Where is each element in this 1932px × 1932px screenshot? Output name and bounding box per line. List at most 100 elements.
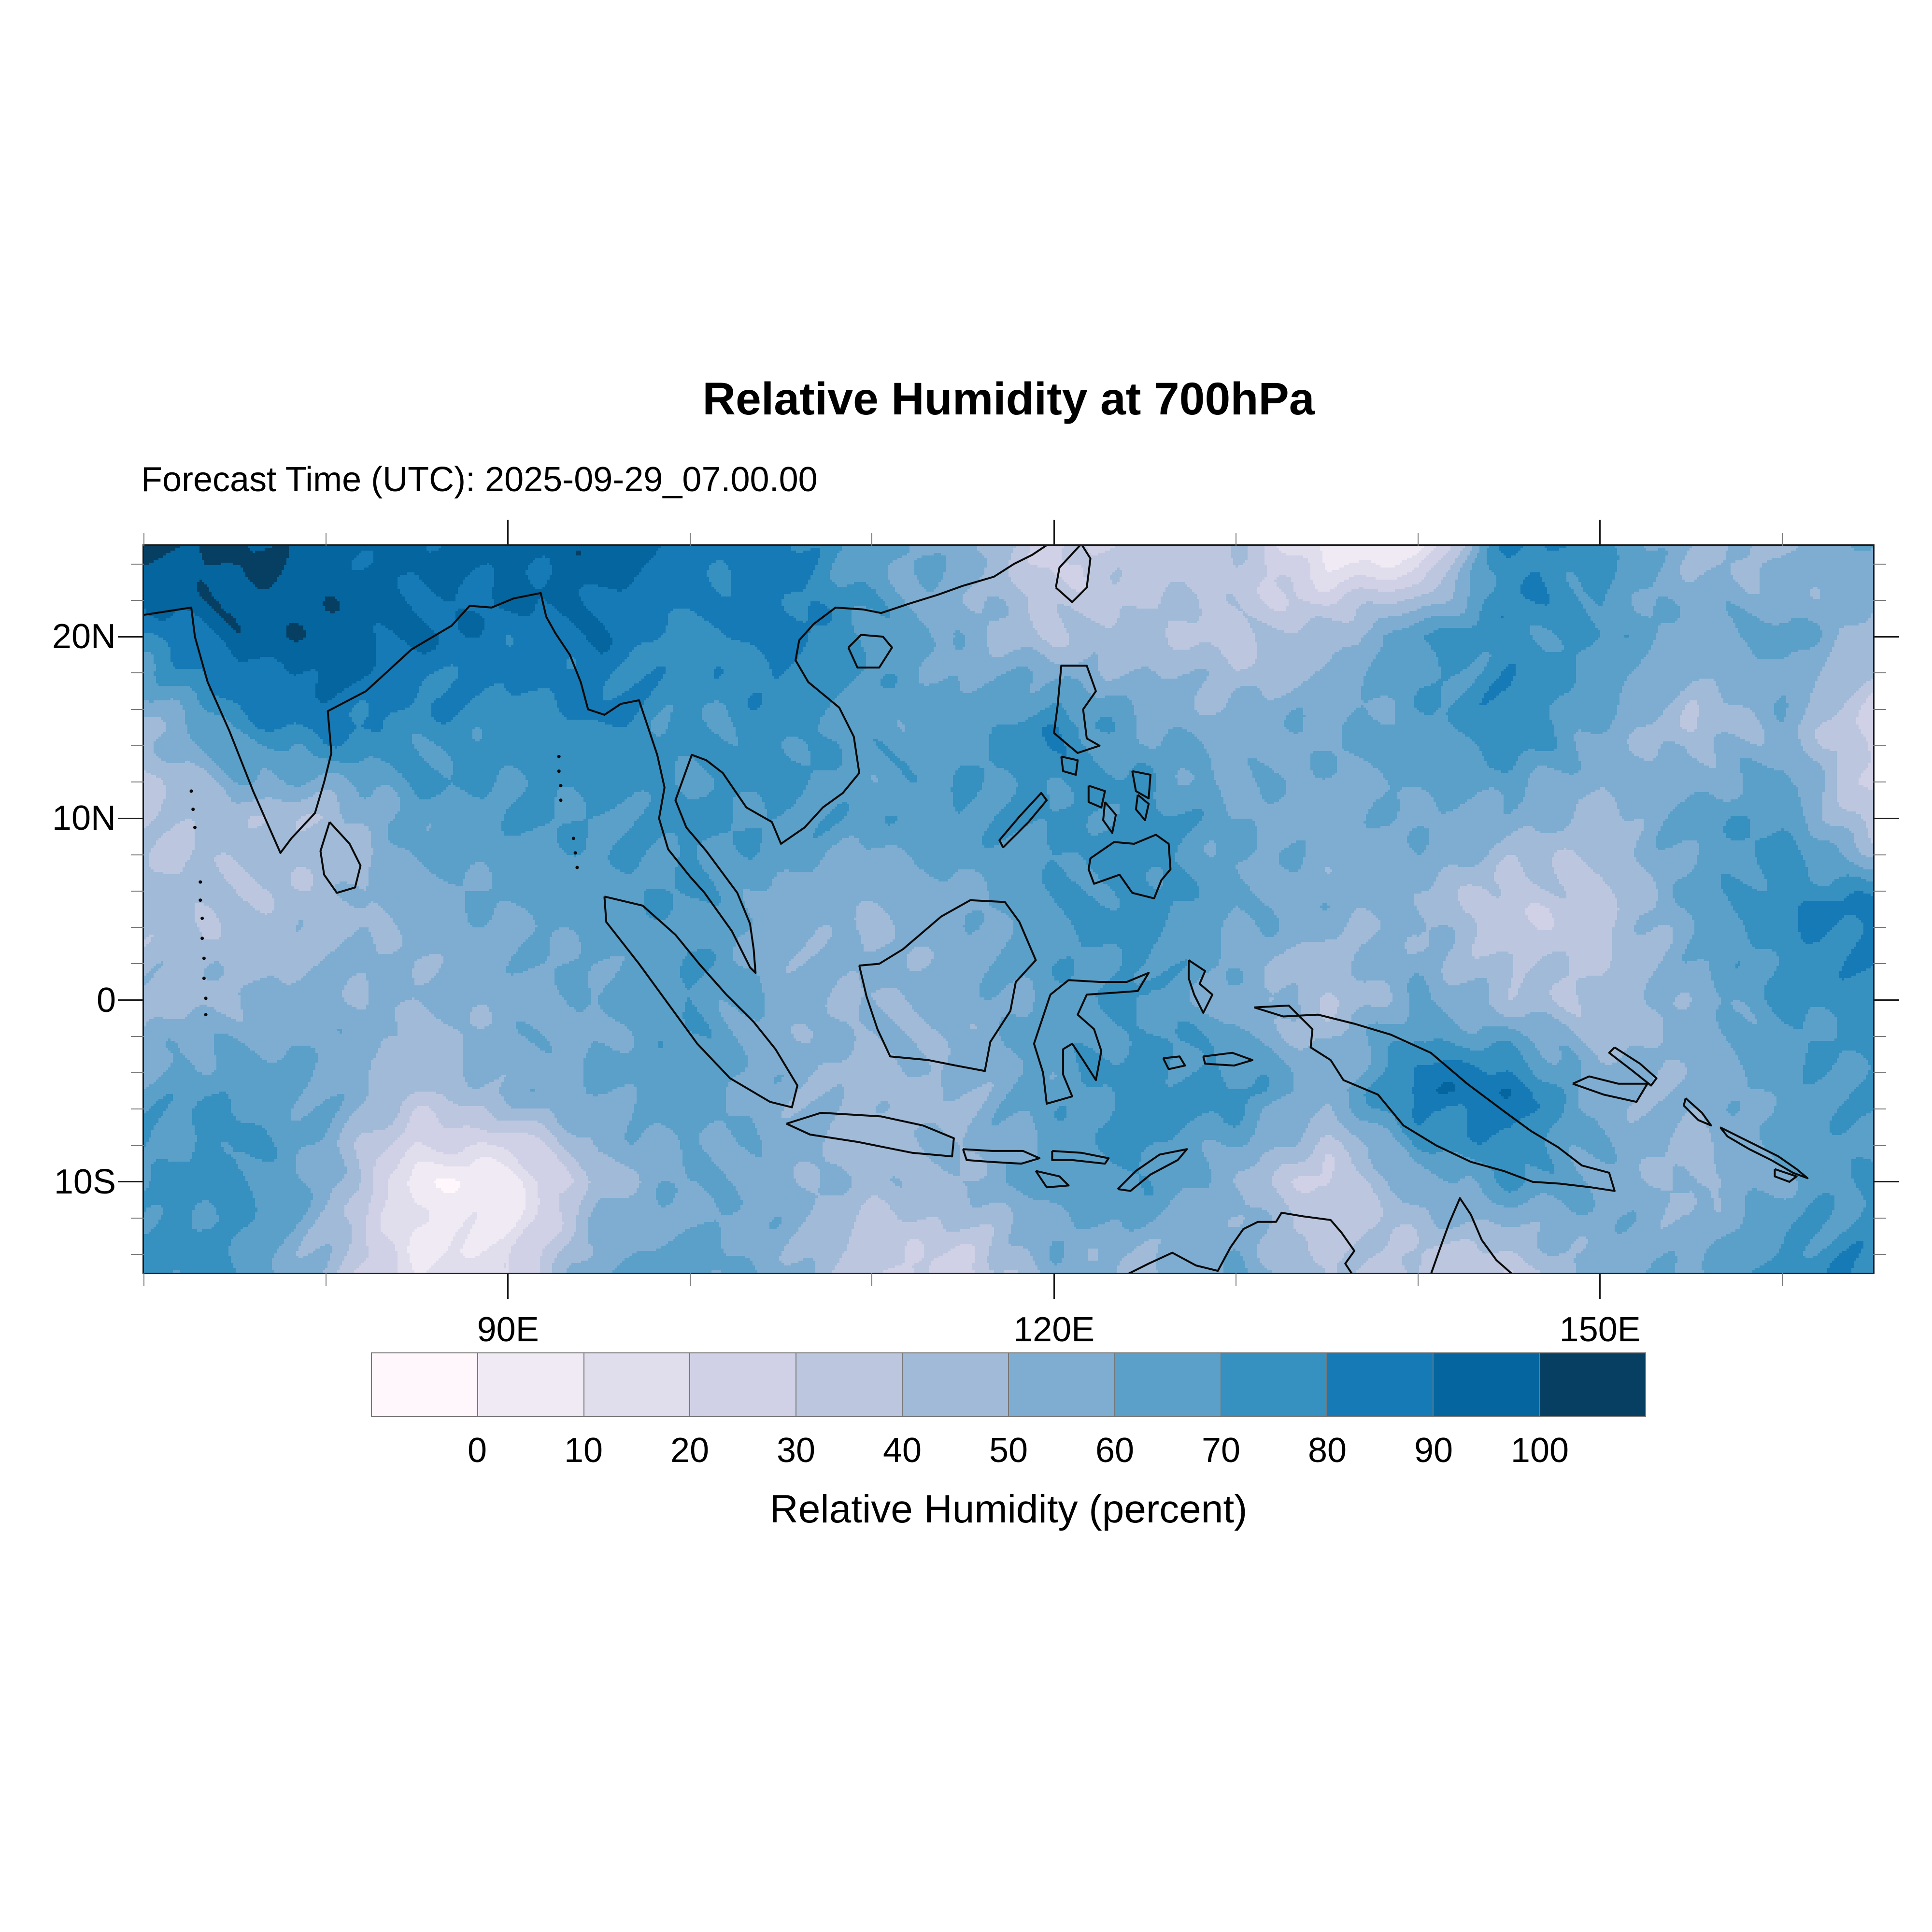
y-minor-tick (1873, 1145, 1886, 1146)
island-dot (189, 789, 193, 793)
x-minor-tick (871, 533, 873, 546)
colorbar-cell (796, 1353, 903, 1416)
x-minor-tick (1417, 533, 1419, 546)
coastline-path (786, 1111, 955, 1158)
colorbar-cell (903, 1353, 1009, 1416)
island-dot (199, 898, 202, 902)
y-minor-tick (1873, 927, 1886, 928)
island-dot (204, 1013, 208, 1017)
coastline-path (1128, 1211, 1355, 1273)
y-minor-tick (1873, 1254, 1886, 1255)
coastline-overlay (144, 546, 1809, 1273)
coastline-path (1131, 770, 1151, 799)
x-tick-label: 90E (477, 1310, 539, 1349)
colorbar-cell (1434, 1353, 1540, 1416)
coastline-path (1188, 959, 1214, 1014)
coastline-path (858, 899, 1037, 1072)
y-major-tick (1873, 817, 1899, 819)
colorbar (371, 1352, 1646, 1417)
x-minor-tick (325, 1273, 327, 1286)
island-dot (573, 851, 577, 855)
coastline-path (1135, 794, 1150, 822)
y-minor-tick (131, 1072, 144, 1074)
y-major-tick (1873, 999, 1899, 1001)
y-minor-tick (1873, 963, 1886, 965)
colorbar-cell (690, 1353, 797, 1416)
coastline-path (1033, 972, 1150, 1105)
x-major-tick (507, 520, 509, 546)
coastline-path (144, 546, 1048, 974)
y-major-tick (1873, 636, 1899, 638)
x-major-tick (507, 1273, 509, 1299)
x-major-tick (1599, 520, 1601, 546)
colorbar-cell (478, 1353, 584, 1416)
y-minor-tick (131, 745, 144, 746)
coastline-path (1060, 755, 1079, 776)
y-minor-tick (1873, 709, 1886, 710)
coastline-path (1102, 801, 1117, 834)
colorbar-tick-label: 90 (1414, 1431, 1453, 1470)
y-minor-tick (131, 1036, 144, 1037)
coastline-path (1035, 1170, 1070, 1189)
colorbar-cell (372, 1353, 478, 1416)
y-minor-tick (131, 890, 144, 892)
island-dot (557, 769, 561, 773)
coastline-path (1053, 665, 1101, 754)
y-minor-tick (1873, 672, 1886, 674)
y-minor-tick (131, 709, 144, 710)
x-minor-tick (143, 1273, 144, 1286)
y-minor-tick (1873, 1072, 1886, 1074)
coastline-path (1202, 1051, 1253, 1067)
colorbar-tick-label: 30 (776, 1431, 816, 1470)
x-major-tick (1599, 1273, 1601, 1299)
y-major-tick (118, 999, 144, 1001)
x-minor-tick (689, 1273, 691, 1286)
colorbar-cell (1009, 1353, 1115, 1416)
coastline-path (962, 1148, 1041, 1165)
x-minor-tick (325, 533, 327, 546)
y-minor-tick (131, 963, 144, 965)
colorbar-cell (1221, 1353, 1328, 1416)
y-minor-tick (1873, 1036, 1886, 1037)
chart-title: Relative Humidity at 700hPa (702, 373, 1315, 425)
x-minor-tick (689, 533, 691, 546)
island-dot (200, 937, 204, 940)
colorbar-tick-label: 80 (1307, 1431, 1347, 1470)
x-major-tick (1053, 1273, 1055, 1299)
y-major-tick (1873, 1181, 1899, 1183)
island-dot (193, 825, 197, 829)
y-minor-tick (131, 927, 144, 928)
island-dot (559, 798, 563, 802)
island-dot (571, 837, 575, 840)
y-major-tick (118, 1181, 144, 1183)
colorbar-cell (1540, 1353, 1645, 1416)
coastline-path (1608, 1046, 1658, 1087)
y-minor-tick (131, 1254, 144, 1255)
coastline-path (1254, 1004, 1616, 1192)
coastline-path (1051, 1150, 1110, 1165)
y-minor-tick (1873, 890, 1886, 892)
y-tick-label: 20N (52, 617, 116, 656)
island-dot (199, 880, 202, 884)
y-minor-tick (1873, 599, 1886, 601)
x-major-tick (1053, 520, 1055, 546)
island-dot (202, 956, 206, 960)
y-minor-tick (1873, 563, 1886, 565)
coastline-path (1430, 1197, 1512, 1273)
y-tick-label: 10S (54, 1162, 116, 1201)
coastline-path (1117, 1148, 1188, 1192)
island-dot (200, 916, 204, 920)
y-minor-tick (1873, 745, 1886, 746)
y-major-tick (118, 636, 144, 638)
y-minor-tick (131, 1145, 144, 1146)
colorbar-tick-label: 0 (467, 1431, 487, 1470)
y-minor-tick (131, 854, 144, 855)
coastline-path (1774, 1168, 1798, 1183)
coastline-path (1719, 1126, 1809, 1179)
colorbar-tick-label: 40 (882, 1431, 922, 1470)
y-minor-tick (1873, 854, 1886, 855)
colorbar-tick-label: 20 (670, 1431, 710, 1470)
coastline-path (998, 792, 1048, 849)
colorbar-tick-label: 60 (1095, 1431, 1135, 1470)
